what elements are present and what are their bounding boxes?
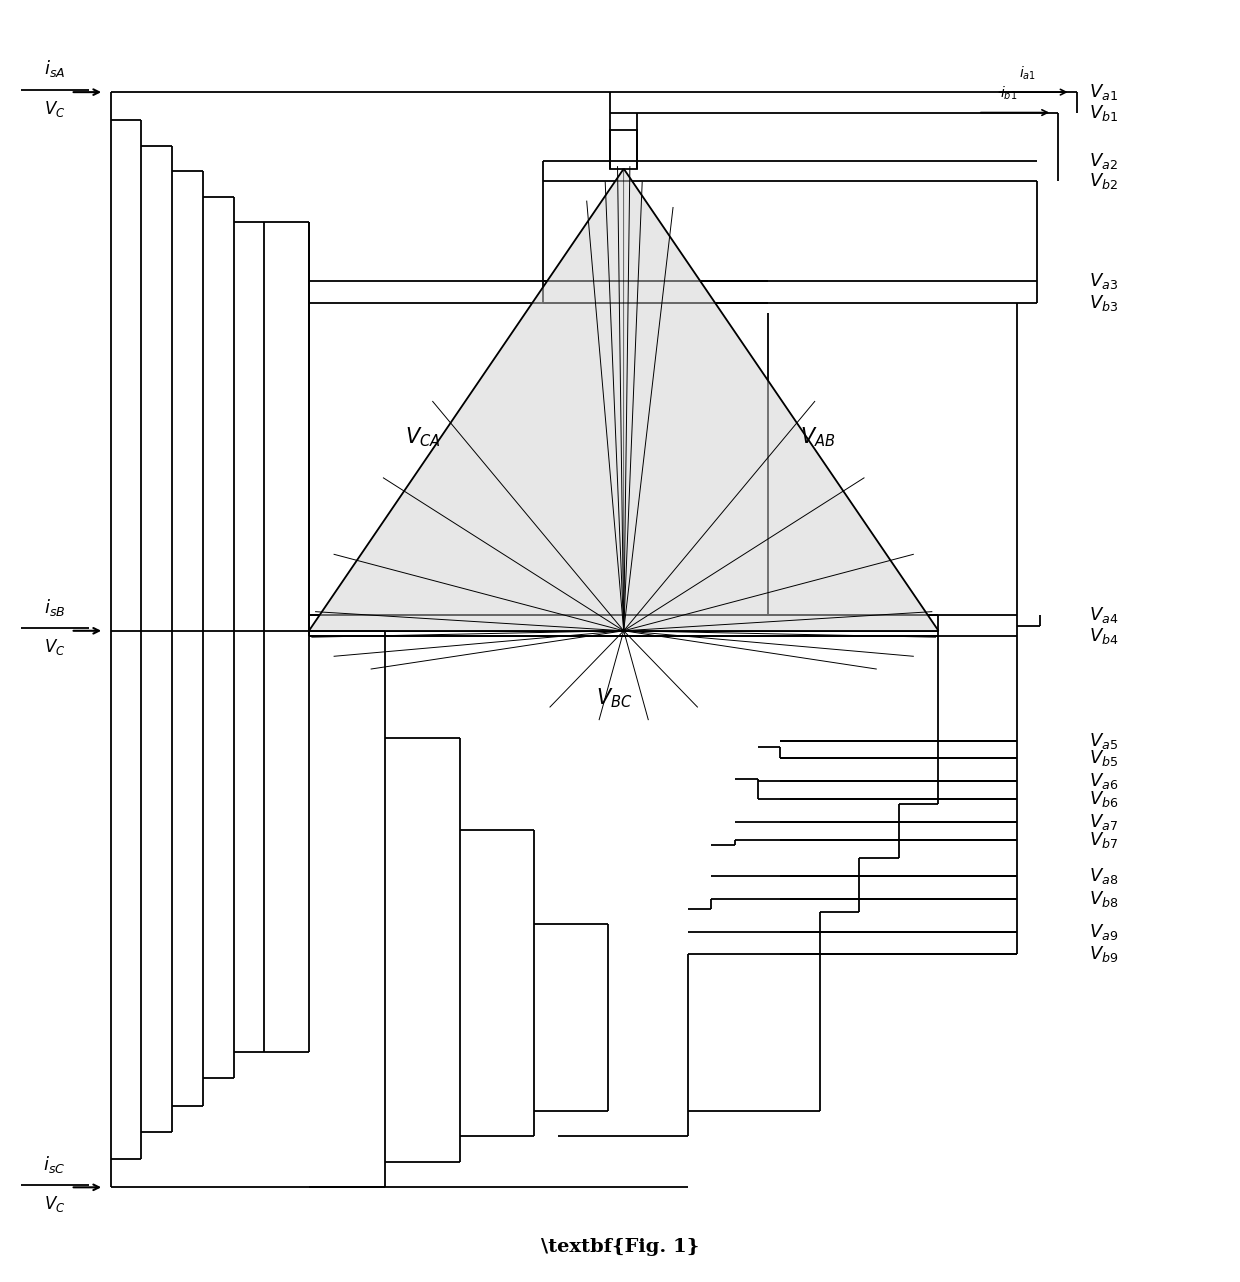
Text: $V_{a1}$: $V_{a1}$ <box>1089 82 1118 103</box>
Text: $V_{b6}$: $V_{b6}$ <box>1089 790 1118 809</box>
Text: $V_{a8}$: $V_{a8}$ <box>1089 865 1118 886</box>
Text: $\mathit{i}_{a1}$: $\mathit{i}_{a1}$ <box>1019 64 1035 82</box>
Text: $V_{a2}$: $V_{a2}$ <box>1089 151 1118 171</box>
Text: $V_{AB}$: $V_{AB}$ <box>800 424 836 449</box>
Text: $V_{b4}$: $V_{b4}$ <box>1089 626 1118 646</box>
Text: $V_{b5}$: $V_{b5}$ <box>1089 749 1118 768</box>
Text: $V_{BC}$: $V_{BC}$ <box>595 687 632 710</box>
Polygon shape <box>309 169 624 631</box>
Text: $V_{CA}$: $V_{CA}$ <box>404 424 440 449</box>
Text: $V_{a5}$: $V_{a5}$ <box>1089 731 1118 750</box>
Text: $V_{b3}$: $V_{b3}$ <box>1089 292 1118 313</box>
Text: $\mathit{i}_{sB}$: $\mathit{i}_{sB}$ <box>43 597 66 618</box>
Text: $V_C$: $V_C$ <box>43 99 66 118</box>
Text: $V_C$: $V_C$ <box>43 637 66 658</box>
Text: $V_{a3}$: $V_{a3}$ <box>1089 271 1118 291</box>
Text: $V_{b7}$: $V_{b7}$ <box>1089 831 1118 850</box>
Text: $V_{b2}$: $V_{b2}$ <box>1089 172 1118 191</box>
Bar <box>610 131 637 169</box>
Text: $V_{b9}$: $V_{b9}$ <box>1089 944 1118 964</box>
Text: $V_{a4}$: $V_{a4}$ <box>1089 605 1118 626</box>
Text: $V_{a6}$: $V_{a6}$ <box>1089 772 1118 791</box>
Text: $V_{b1}$: $V_{b1}$ <box>1089 103 1118 123</box>
Text: $\mathit{i}_{sA}$: $\mathit{i}_{sA}$ <box>43 59 66 79</box>
Text: $\mathit{i}_{sC}$: $\mathit{i}_{sC}$ <box>43 1154 66 1174</box>
Polygon shape <box>624 169 939 631</box>
Text: $V_{b8}$: $V_{b8}$ <box>1089 888 1118 909</box>
Text: $V_{a9}$: $V_{a9}$ <box>1089 922 1118 942</box>
Text: \textbf{Fig. 1}: \textbf{Fig. 1} <box>541 1238 699 1256</box>
Text: $V_C$: $V_C$ <box>43 1194 66 1214</box>
Text: $V_{a7}$: $V_{a7}$ <box>1089 813 1118 832</box>
Text: $\mathit{i}_{b1}$: $\mathit{i}_{b1}$ <box>1001 85 1018 103</box>
